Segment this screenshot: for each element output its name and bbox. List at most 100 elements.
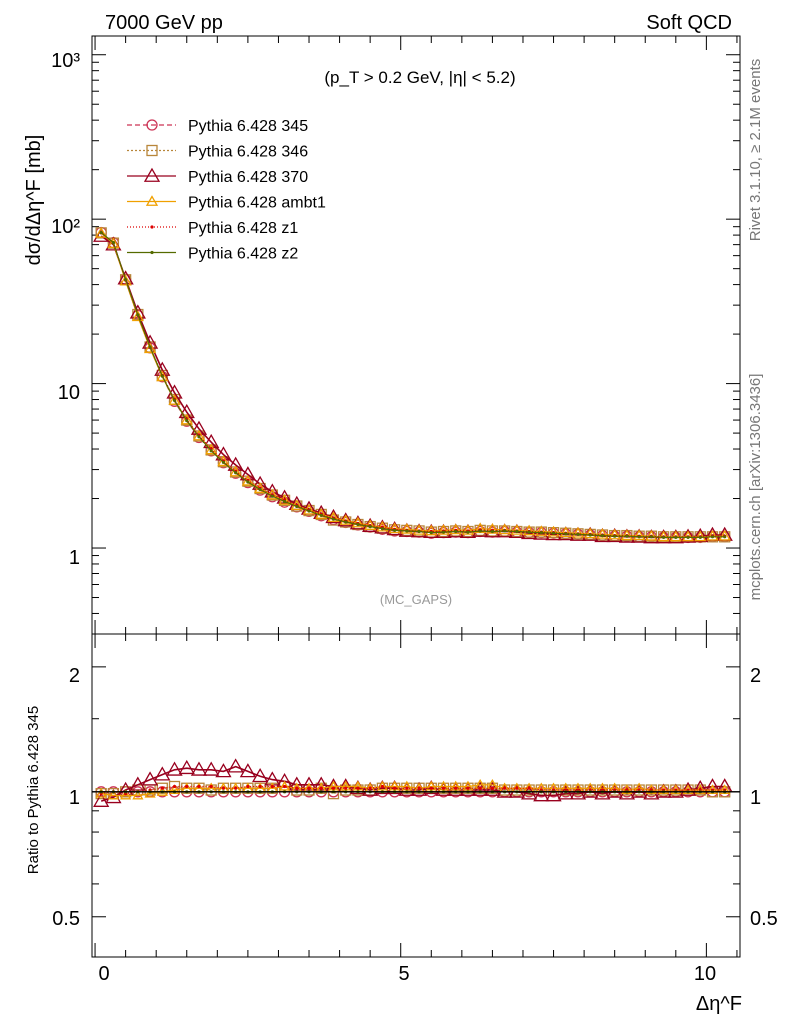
ratio-point-z1	[197, 784, 201, 789]
ratio-point-p370	[178, 759, 195, 775]
ratio-point-ambt1	[352, 780, 364, 791]
main-point-ambt1	[107, 237, 120, 249]
ratio-panel-frame	[91, 633, 741, 958]
main-point-ambt1	[95, 227, 108, 238]
main-point-ambt1	[522, 524, 536, 536]
main-point-z2	[539, 531, 543, 535]
main-point-z2	[380, 527, 384, 531]
main-point-z2	[246, 480, 250, 484]
ratio-point-z1	[490, 786, 495, 790]
ratio-point-z1	[466, 786, 470, 790]
ratio-point-z1	[380, 784, 384, 789]
main-point-z2	[295, 504, 299, 509]
main-point-ambt1	[571, 526, 585, 538]
main-point-ambt1	[425, 524, 438, 536]
main-line-p346	[100, 232, 725, 538]
legend: Pythia 6.428 345 Pythia 6.428 346 Pythia 6…	[127, 118, 326, 263]
ratio-ytick-label-right-1: 1	[750, 787, 761, 809]
main-point-z2	[307, 509, 311, 513]
legend-marker-p346	[146, 144, 158, 157]
ratio-ylabel: Ratio to Pythia 6.428 345	[25, 706, 42, 874]
ratio-point-z1	[503, 786, 507, 790]
legend-marker-p370	[143, 167, 161, 182]
legend-label-p345: Pythia 6.428 345	[188, 118, 308, 135]
ratio-point-z1	[172, 784, 177, 789]
cut-label: (p_T > 0.2 GeV, |η| < 5.2)	[324, 68, 515, 87]
ratio-point-z1	[185, 784, 189, 789]
ratio-point-p370	[227, 758, 244, 773]
ratio-point-z1	[478, 786, 482, 790]
xtick-label-5: 5	[398, 963, 409, 985]
main-point-z2	[197, 435, 201, 439]
main-point-ambt1	[498, 523, 511, 535]
legend-label-p370: Pythia 6.428 370	[188, 169, 308, 186]
main-point-z2	[588, 533, 592, 537]
ratio-point-z1	[246, 784, 250, 789]
main-point-z2	[564, 532, 568, 536]
main-point-z2	[661, 535, 666, 540]
main-point-ambt1	[559, 526, 572, 538]
ratio-point-p370	[93, 792, 110, 807]
main-point-z2	[478, 529, 482, 533]
mcplots-label: mcplots.cern.ch [arXiv:1306.3436]	[747, 374, 764, 601]
main-point-ambt1	[205, 443, 218, 455]
main-point-z2	[429, 531, 433, 535]
ratio-point-z1	[405, 786, 409, 790]
main-point-ambt1	[608, 528, 621, 540]
main-point-z2	[490, 529, 495, 534]
main-point-ambt1	[131, 310, 144, 322]
main-point-z2	[344, 520, 348, 524]
legend-marker-ambt1	[145, 195, 159, 206]
ratio-point-z1	[527, 786, 531, 790]
ratio-line-p370	[100, 765, 725, 802]
main-point-ambt1	[547, 525, 560, 537]
main-line-z1	[100, 232, 725, 538]
ratio-point-p370	[594, 785, 611, 800]
main-point-ambt1	[669, 530, 682, 542]
main-point-ambt1	[694, 530, 707, 542]
ratio-point-p370	[239, 763, 257, 778]
ratio-point-z1	[319, 786, 323, 790]
legend-marker-z1	[150, 225, 154, 229]
ratio-point-z1	[258, 784, 262, 789]
ratio-point-ambt1	[450, 780, 462, 791]
ratio-point-z1	[160, 786, 164, 790]
main-point-ambt1	[620, 529, 634, 541]
ratio-point-z1	[234, 786, 238, 790]
ratio-point-z1	[515, 786, 519, 790]
main-point-z2	[209, 449, 213, 453]
main-line-p370	[100, 235, 725, 539]
main-point-z2	[111, 241, 115, 245]
main-line-p345	[100, 232, 725, 539]
main-ytick-label-100: 10²	[51, 216, 80, 238]
main-point-z2	[185, 419, 189, 423]
main-ytick-label-10: 10	[58, 382, 80, 404]
main-point-ambt1	[412, 524, 426, 535]
main-line-z2	[100, 232, 725, 539]
rivet-label: Rivet 3.1.10, ≥ 2.1M events	[747, 59, 764, 242]
ratio-point-p370	[484, 781, 501, 796]
main-point-z2	[99, 231, 103, 235]
main-point-ambt1	[461, 524, 475, 535]
ratio-point-p370	[203, 761, 220, 776]
main-point-ambt1	[449, 523, 462, 535]
main-point-ambt1	[388, 522, 401, 534]
main-point-z2	[454, 529, 458, 534]
ratio-point-ambt1	[120, 789, 132, 800]
ratio-point-z1	[270, 784, 274, 789]
analysis-watermark: (MC_GAPS)	[380, 592, 452, 607]
main-point-ambt1	[119, 274, 132, 286]
main-point-z2	[698, 535, 702, 540]
main-point-z2	[221, 460, 226, 464]
main-point-ambt1	[437, 524, 450, 535]
main-point-z2	[270, 494, 274, 498]
main-point-p370	[692, 527, 709, 543]
main-point-z2	[551, 531, 556, 535]
ratio-ytick-label-1: 1	[69, 787, 80, 809]
ratio-point-ambt1	[462, 780, 474, 791]
legend-label-p346: Pythia 6.428 346	[188, 144, 308, 161]
ratio-ytick-label-right-0.5: 0.5	[750, 908, 778, 930]
ratio-point-z1	[282, 784, 287, 789]
main-point-p370	[679, 528, 697, 543]
main-point-z2	[319, 513, 323, 517]
